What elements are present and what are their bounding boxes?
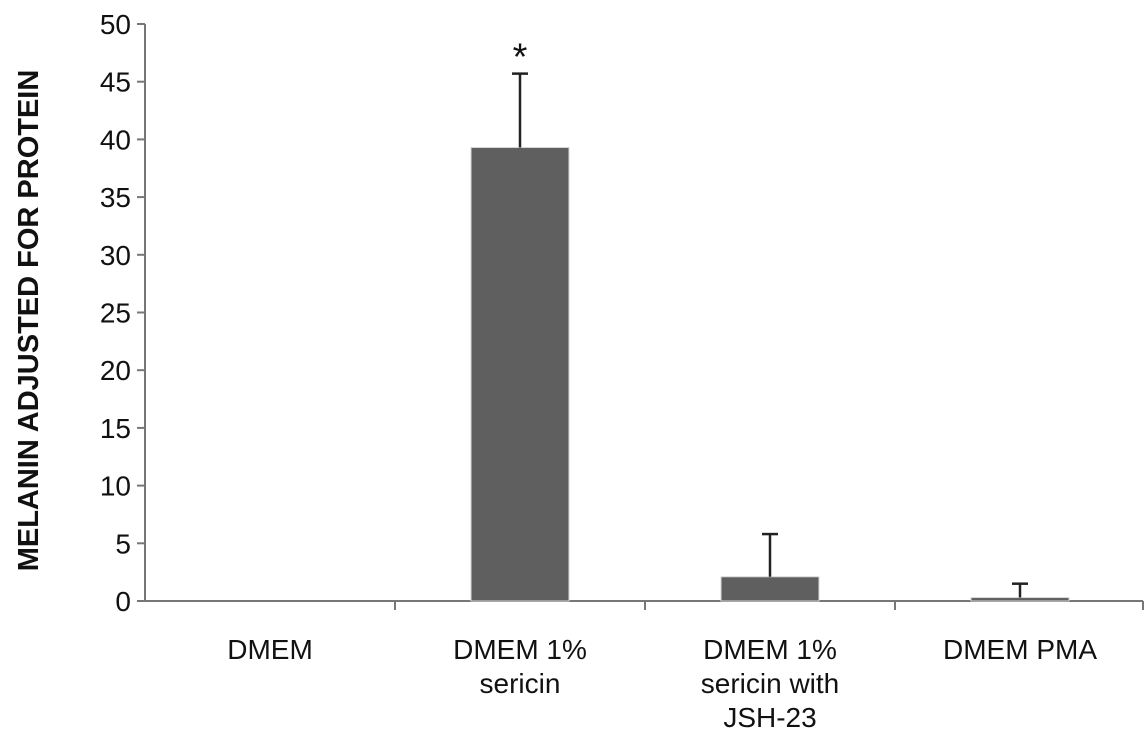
y-tick-label: 5	[115, 528, 131, 559]
x-tick-label: DMEM 1% sericin	[453, 634, 587, 699]
y-tick-label: 10	[100, 471, 131, 502]
bars: *	[470, 37, 1070, 602]
x-axis	[145, 600, 1144, 610]
y-tick-label: 0	[115, 586, 131, 617]
y-tick-label: 30	[100, 240, 131, 271]
y-tick-label: 20	[100, 355, 131, 386]
x-tick-label: DMEM PMA	[943, 634, 1097, 665]
y-tick-label: 50	[100, 9, 131, 40]
bar	[470, 146, 570, 602]
y-tick-label: 25	[100, 298, 131, 329]
y-tick-label: 15	[100, 413, 131, 444]
y-axis-label: MELANIN ADJUSTED FOR PROTEIN	[13, 70, 45, 572]
y-tick-label: 40	[100, 124, 131, 155]
bar	[720, 576, 820, 602]
y-axis: 0 5 10 15 20 25 30 35 40 45 50	[100, 9, 146, 617]
y-tick-label: 35	[100, 182, 131, 213]
significance-marker: *	[513, 37, 528, 79]
y-tick-label: 45	[100, 67, 131, 98]
bar	[970, 597, 1070, 602]
x-tick-label: DMEM 1% sericin with JSH-23	[701, 634, 839, 733]
x-tick-label: DMEM	[227, 634, 313, 665]
category-labels: DMEM DMEM 1% sericin DMEM 1% sericin with JSH…	[227, 634, 1097, 733]
